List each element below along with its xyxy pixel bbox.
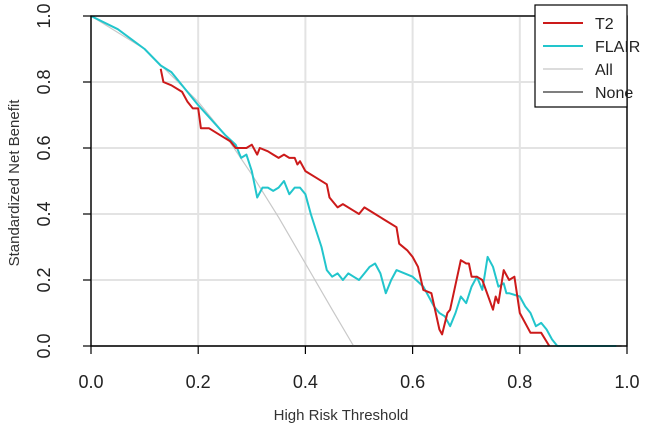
x-tick-label: 0.6 xyxy=(400,372,425,392)
x-tick-label: 0.8 xyxy=(507,372,532,392)
plot-frame xyxy=(90,15,628,347)
series-line-flair xyxy=(90,15,617,347)
series-line-all xyxy=(90,15,355,347)
x-tick-label: 0.4 xyxy=(293,372,318,392)
y-tick-label: 1.0 xyxy=(34,3,54,28)
legend-label-t2: T2 xyxy=(595,16,614,33)
y-tick-label: 0.2 xyxy=(34,267,54,292)
x-tick-label: 0.2 xyxy=(186,372,211,392)
y-tick-label: 0.6 xyxy=(34,135,54,160)
legend-label-all: All xyxy=(595,62,613,79)
y-tick-label: 0.0 xyxy=(34,333,54,358)
x-axis-title: High Risk Threshold xyxy=(274,407,409,424)
x-tick-label: 0.0 xyxy=(78,372,103,392)
y-axis-title: Standardized Net Benefit xyxy=(6,99,23,267)
legend-label-none: None xyxy=(595,85,633,102)
x-tick-label: 1.0 xyxy=(614,372,639,392)
series-line-t2 xyxy=(159,68,551,347)
y-axis: 0.0 0.2 0.4 0.6 0.8 1.0 xyxy=(34,3,91,359)
x-axis: 0.0 0.2 0.4 0.6 0.8 1.0 xyxy=(78,346,640,392)
y-tick-label: 0.4 xyxy=(34,201,54,226)
y-tick-label: 0.8 xyxy=(34,69,54,94)
legend-label-flair: FLAIR xyxy=(595,39,640,56)
legend: T2 FLAIR All None xyxy=(534,4,640,108)
